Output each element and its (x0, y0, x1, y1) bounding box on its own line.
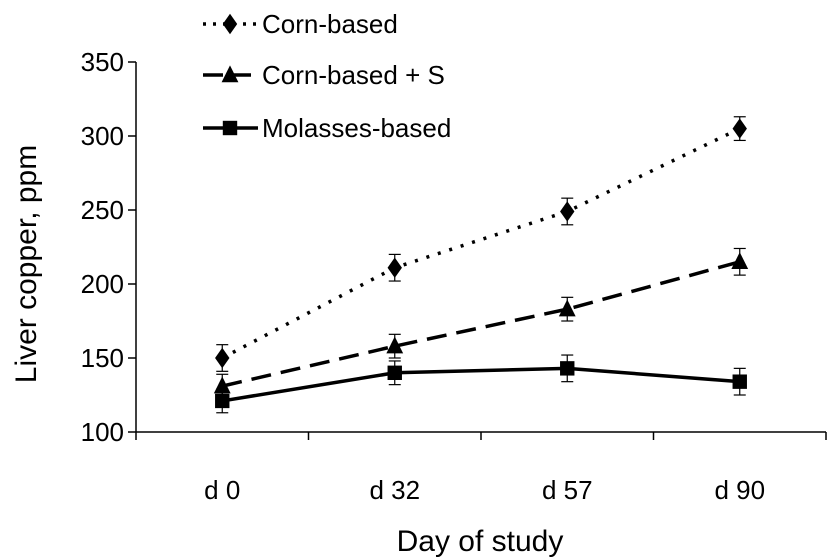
y-tick-label: 150 (81, 343, 124, 373)
data-point-triangle (558, 299, 576, 317)
x-tick-label: d 32 (369, 475, 420, 505)
legend-marker-square (222, 120, 238, 136)
series-layer (213, 116, 749, 414)
legend-item: Molasses-based (203, 113, 451, 143)
x-tick-label: d 0 (204, 475, 240, 505)
series-line (221, 366, 740, 403)
y-tick-label: 200 (81, 269, 124, 299)
data-point-diamond (215, 347, 230, 369)
y-axis-title: Liver copper, ppm (10, 145, 43, 383)
series-square (215, 354, 747, 414)
x-tick-label: d 57 (542, 475, 593, 505)
series-line (221, 260, 741, 388)
data-point-diamond (560, 201, 575, 222)
x-tick-label: d 90 (714, 475, 765, 505)
data-point-triangle (731, 252, 749, 269)
data-point-square (560, 361, 575, 376)
legend-item: Corn-based (203, 9, 398, 39)
legend-label: Corn-based + S (262, 60, 445, 90)
legend-marker-triangle (221, 65, 239, 83)
legend: Corn-based Corn-based + S Molasses-based (203, 9, 451, 143)
data-point-diamond (732, 118, 747, 139)
y-tick-label: 250 (81, 195, 124, 225)
y-tick-label: 100 (81, 417, 124, 447)
x-axis-title: Day of study (397, 525, 564, 558)
legend-marker-diamond (222, 13, 238, 35)
y-tick-label: 350 (81, 47, 124, 77)
series-line (221, 127, 741, 360)
data-point-square (215, 393, 230, 409)
data-point-diamond (387, 257, 402, 278)
data-point-square (732, 374, 747, 389)
axes: 100 150 200 250 300 350 d 0 d 32 d 57 d 90 (81, 47, 827, 505)
legend-item: Corn-based + S (203, 60, 445, 90)
series-diamond (215, 116, 747, 372)
legend-label: Molasses-based (262, 113, 451, 143)
data-point-square (387, 365, 402, 380)
y-tick-label: 300 (81, 121, 124, 151)
data-point-triangle (386, 336, 404, 354)
legend-label: Corn-based (262, 9, 398, 39)
